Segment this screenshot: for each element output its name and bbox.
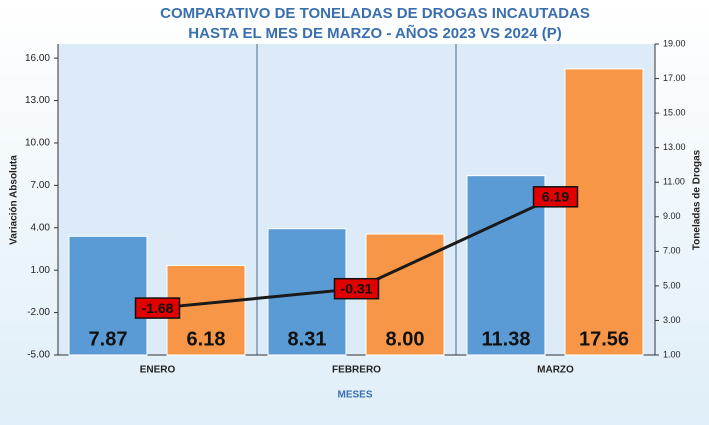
line-label: -1.68: [142, 300, 174, 316]
x-axis-title: MESES: [337, 390, 372, 401]
y2-tick-label: 11.00: [663, 177, 685, 187]
line-label-box: [333, 277, 380, 300]
y2-tick-label: 1.00: [663, 349, 681, 359]
value-label: 11.38: [482, 328, 531, 350]
y-axis-title: Variación Absoluta: [9, 155, 20, 245]
bar: [68, 235, 148, 356]
y-tick-label: -5.00: [27, 350, 50, 361]
x-tick-label: MARZO: [537, 365, 574, 376]
y2-tick-label: 13.00: [663, 142, 686, 152]
y2-tick-label: 15.00: [663, 107, 686, 117]
value-label: 8.00: [386, 328, 425, 350]
chart-title: COMPARATIVO DE TONELADAS DE DROGAS INCAU…: [160, 5, 590, 22]
y-tick-label: 7.00: [31, 180, 51, 191]
y2-tick-label: 7.00: [663, 246, 681, 256]
y-tick-label: 16.00: [25, 53, 50, 64]
y2-tick-label: 17.00: [663, 73, 686, 83]
value-label: 7.87: [89, 328, 128, 350]
x-tick-label: ENERO: [140, 365, 176, 376]
bar: [564, 68, 644, 356]
x-tick-label: FEBRERO: [332, 365, 381, 376]
y2-axis-title: Toneladas de Drogas: [692, 149, 703, 250]
bar: [466, 175, 546, 356]
y2-tick-label: 9.00: [663, 211, 681, 221]
line-label: 6.19: [542, 189, 569, 205]
value-label: 17.56: [579, 328, 629, 350]
y-tick-label: 13.00: [25, 95, 50, 106]
y-tick-label: 1.00: [31, 265, 51, 276]
value-label: 8.31: [288, 328, 327, 350]
y2-tick-label: 19.00: [663, 38, 686, 48]
y-tick-label: -2.00: [27, 307, 50, 318]
line-label-box: [134, 297, 181, 319]
y-tick-label: 4.00: [31, 222, 51, 233]
chart-subtitle: HASTA EL MES DE MARZO - AÑOS 2023 VS 202…: [188, 24, 561, 42]
y-tick-label: 10.00: [25, 138, 50, 149]
line-label-box: [532, 186, 579, 208]
y2-tick-label: 5.00: [663, 280, 681, 290]
y2-tick-label: 3.00: [663, 315, 681, 325]
line-label: -0.31: [341, 280, 373, 296]
value-label: 6.18: [187, 328, 226, 350]
